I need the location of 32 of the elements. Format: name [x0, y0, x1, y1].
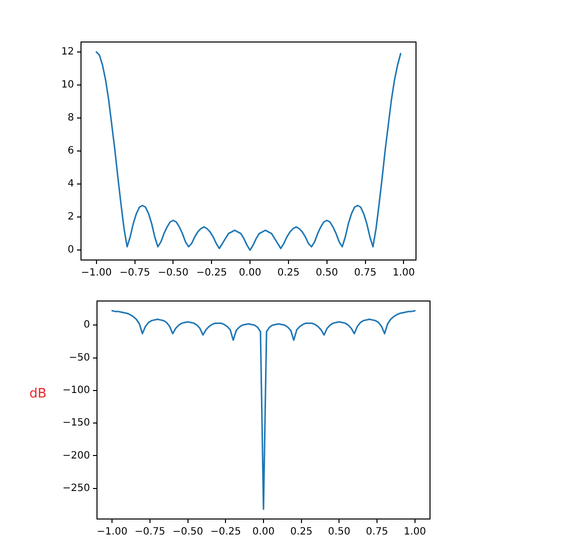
y-tick-label: −250 — [62, 482, 90, 494]
x-tick-label: 0.75 — [354, 268, 376, 279]
x-tick-label: 0.25 — [277, 268, 300, 279]
y-axis-title: dB — [29, 386, 47, 402]
x-tick-label: −1.00 — [81, 268, 112, 279]
x-tick-label: 0.50 — [316, 268, 338, 279]
y-tick-label: 8 — [68, 112, 74, 124]
y-tick-label: 6 — [68, 146, 74, 157]
y-tick-label: 2 — [68, 212, 74, 223]
y-tick-label: −150 — [62, 418, 90, 429]
y-tick-label: 0 — [84, 320, 90, 331]
x-tick-label: −1.00 — [96, 526, 128, 538]
y-tick-label: −100 — [62, 385, 90, 396]
x-tick-label: 0.25 — [290, 526, 312, 538]
x-tick-label: 1.00 — [404, 526, 426, 538]
x-tick-label: −0.50 — [172, 526, 204, 538]
x-tick-label: −0.75 — [134, 526, 166, 538]
x-tick-label: −0.50 — [158, 268, 189, 279]
y-tick-label: 0 — [68, 244, 74, 256]
x-tick-label: −0.75 — [119, 268, 150, 279]
y-tick-label: 12 — [61, 46, 74, 58]
x-tick-label: −0.25 — [210, 526, 241, 538]
x-tick-label: 1.00 — [392, 268, 415, 279]
y-tick-label: 4 — [68, 178, 74, 190]
y-tick-label: −200 — [62, 450, 90, 462]
x-tick-label: −0.25 — [196, 268, 227, 279]
x-tick-label: 0.00 — [252, 526, 275, 538]
x-tick-label: 0.50 — [328, 526, 350, 538]
x-tick-label: 0.00 — [238, 268, 262, 279]
y-tick-label: −50 — [68, 352, 90, 364]
x-tick-label: 0.75 — [366, 526, 388, 538]
y-tick-label: 10 — [61, 80, 74, 91]
